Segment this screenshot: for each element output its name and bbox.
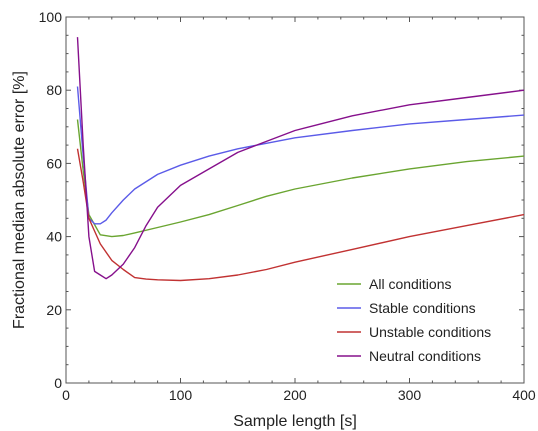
series-line-neutral-conditions: [76, 37, 525, 280]
y-tick-label: 100: [39, 9, 63, 25]
x-tick-label: 400: [512, 387, 536, 403]
legend-label-stable-conditions: Stable conditions: [369, 300, 476, 316]
y-tick-label: 40: [46, 229, 62, 245]
x-axis-title: Sample length [s]: [233, 413, 357, 430]
legend-label-all-conditions: All conditions: [369, 276, 452, 292]
legend-label-unstable-conditions: Unstable conditions: [369, 324, 491, 340]
x-axis: 0 100 200 300 400: [62, 17, 536, 403]
x-tick-label: 300: [398, 387, 422, 403]
series-line-all-conditions: [76, 119, 525, 238]
series-line-stable-conditions: [76, 86, 525, 225]
series-lines: [76, 37, 525, 282]
y-tick-label: 20: [46, 302, 62, 318]
legend-label-neutral-conditions: Neutral conditions: [369, 348, 481, 364]
x-tick-label: 100: [169, 387, 193, 403]
x-tick-label: 200: [283, 387, 307, 403]
y-axis: 0 20 40 60 80 100: [39, 9, 524, 391]
series-line-unstable-conditions: [76, 148, 525, 282]
y-axis-title: Fractional median absolute error [%]: [11, 71, 28, 329]
x-tick-label: 0: [62, 387, 70, 403]
y-tick-label: 80: [46, 82, 62, 98]
legend: All conditions Stable conditions Unstable …: [337, 276, 491, 364]
y-tick-label: 60: [46, 155, 62, 171]
y-tick-label: 0: [54, 375, 62, 391]
